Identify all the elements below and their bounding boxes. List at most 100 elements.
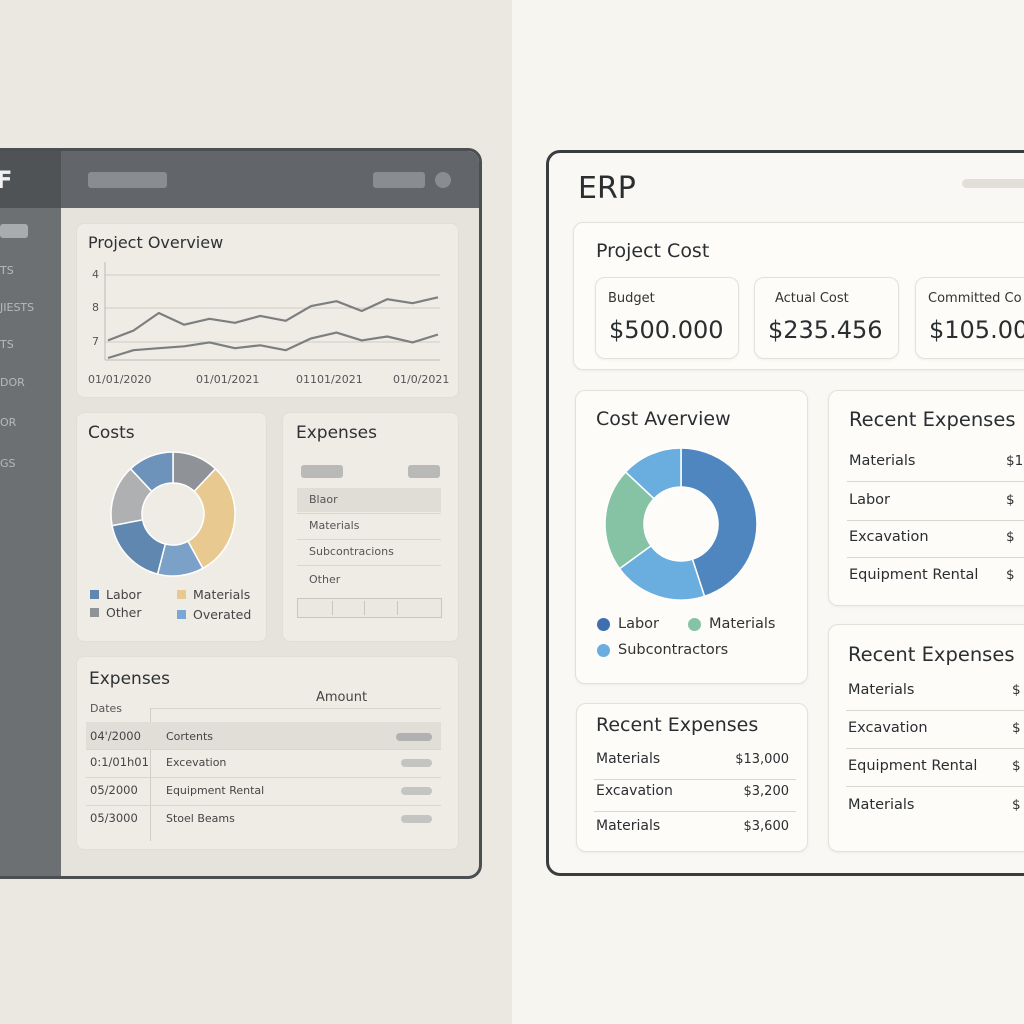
metric-card (915, 277, 1024, 359)
cell-date: 05/2000 (90, 783, 138, 797)
row-label: Excavation (848, 720, 928, 736)
row-label: Materials (849, 453, 916, 469)
nav-item: JIESTS (0, 301, 35, 314)
sep (847, 557, 1024, 558)
card (76, 656, 459, 850)
header-bar (962, 179, 1024, 188)
brand: F (0, 166, 13, 194)
cell-name: Cortents (166, 730, 214, 743)
row-label: Materials (596, 818, 661, 834)
sep (594, 811, 796, 812)
metric-card (754, 277, 899, 359)
x-label: 01/0/2021 (393, 373, 450, 386)
card-title: Project Cost (596, 240, 710, 262)
card (575, 390, 808, 684)
card (576, 703, 808, 852)
metric-card (595, 277, 739, 359)
nav-active (0, 224, 28, 238)
card-title: Recent Expenses (848, 643, 1015, 666)
metric-label: Budget (608, 291, 655, 306)
sidebar (0, 151, 61, 876)
placeholder (301, 465, 343, 478)
placeholder (408, 465, 440, 478)
card (828, 624, 1024, 852)
cell-date: 0:1/01h01 (90, 755, 149, 769)
placeholder (396, 733, 432, 741)
card-title: Expenses (296, 423, 377, 443)
row-value: $ (1006, 529, 1015, 545)
cell-date: 04'/2000 (90, 729, 141, 743)
card (828, 390, 1024, 606)
legend-swatch (177, 590, 186, 599)
nav-item: TS (0, 338, 14, 351)
card-title: Recent Expenses (849, 408, 1016, 431)
row-value: $ (1006, 492, 1015, 508)
nav-item: GS (0, 457, 16, 470)
card-title: Costs (88, 423, 135, 443)
sep (846, 786, 1024, 787)
pager-divider (332, 601, 333, 615)
card-title: Project Overview (88, 233, 224, 252)
row-highlight (297, 488, 441, 512)
nav-item: DOR (0, 376, 25, 389)
row-label: Materials (596, 751, 661, 767)
sep (86, 749, 441, 750)
metric-label: Committed Co (928, 291, 1022, 306)
row-label: Materials (848, 682, 915, 698)
nav-item: OR (0, 416, 17, 429)
legend-swatch (90, 608, 99, 617)
row-value: $ (1012, 797, 1021, 813)
row-label: Equipment Rental (848, 758, 978, 774)
card-title: Cost Averview (596, 408, 731, 430)
cell-name: Excevation (166, 756, 227, 769)
pager-divider (364, 601, 365, 615)
cell-name: Equipment Rental (166, 784, 265, 797)
header-bar (88, 172, 167, 188)
sep (150, 708, 441, 709)
sep (297, 513, 441, 514)
pager (297, 598, 442, 618)
cell: Materials (309, 519, 360, 532)
cell: Subcontracions (309, 545, 394, 558)
row-value: $1 (1006, 453, 1024, 469)
legend-swatch (177, 610, 186, 619)
placeholder (401, 759, 432, 767)
placeholder (401, 815, 432, 823)
metric-value: $105.00 (929, 316, 1024, 344)
legend-swatch (688, 618, 701, 631)
legend-label: Subcontractors (618, 642, 729, 658)
header-bar (373, 172, 425, 188)
x-label: 01/01/2020 (88, 373, 152, 386)
row-label: Labor (849, 492, 891, 508)
legend-swatch (597, 644, 610, 657)
legend-label: Materials (193, 587, 251, 602)
row-label: Excavation (849, 529, 929, 545)
row-value: $ (1012, 758, 1021, 774)
cell: Other (309, 573, 341, 586)
row-highlight (86, 722, 441, 750)
brand: ERP (578, 171, 636, 206)
x-label: 01101/2021 (296, 373, 363, 386)
row-value: $ (1006, 567, 1015, 583)
sep (594, 779, 796, 780)
sep (86, 805, 441, 806)
row-value: $13,000 (735, 752, 789, 767)
sidebar-top (0, 151, 61, 208)
card-title: Expenses (89, 669, 170, 689)
column-header: Dates (90, 702, 123, 715)
pager-divider (397, 601, 398, 615)
row-value: $3,200 (743, 784, 790, 799)
row-value: $ (1012, 720, 1021, 736)
column-header: Amount (316, 690, 368, 705)
sep (846, 710, 1024, 711)
legend-label: Materials (709, 616, 776, 632)
metric-value: $235.456 (768, 316, 883, 344)
metric-label: Actual Cost (775, 291, 849, 306)
sep (847, 481, 1024, 482)
sep (846, 748, 1024, 749)
placeholder (401, 787, 432, 795)
cell-name: Stoel Beams (166, 812, 235, 825)
divider (150, 708, 151, 841)
